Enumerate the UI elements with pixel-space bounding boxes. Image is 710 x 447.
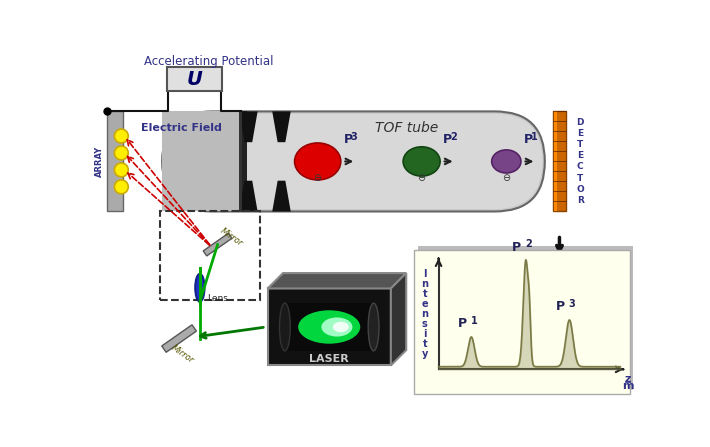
Polygon shape <box>268 273 406 288</box>
Text: m: m <box>622 381 634 391</box>
Text: P: P <box>443 133 452 146</box>
Bar <box>268 288 391 366</box>
Text: Accelerating Potential: Accelerating Potential <box>144 55 274 68</box>
Text: 2: 2 <box>450 132 457 142</box>
Polygon shape <box>162 325 197 352</box>
Text: D
E
T
E
C
T
O
R: D E T E C T O R <box>577 118 584 205</box>
Text: z: z <box>625 374 631 384</box>
Ellipse shape <box>403 147 440 176</box>
Polygon shape <box>272 111 290 142</box>
Circle shape <box>114 129 129 143</box>
Polygon shape <box>391 273 406 366</box>
Bar <box>160 211 260 300</box>
Ellipse shape <box>298 310 360 344</box>
Text: 2: 2 <box>525 239 532 249</box>
Polygon shape <box>239 181 258 211</box>
Text: I
n
t
e
n
s
i
t
y: I n t e n s i t y <box>421 269 428 359</box>
Polygon shape <box>272 181 290 211</box>
Bar <box>414 250 630 394</box>
Text: TOF tube: TOF tube <box>375 121 438 135</box>
Bar <box>285 303 373 351</box>
Text: Mirror: Mirror <box>170 343 196 365</box>
Text: P: P <box>556 300 564 313</box>
Text: P: P <box>344 133 353 146</box>
Text: 1: 1 <box>471 316 477 325</box>
Text: Lens: Lens <box>207 294 229 303</box>
Bar <box>417 246 633 390</box>
Bar <box>552 111 567 211</box>
Ellipse shape <box>195 274 204 302</box>
FancyBboxPatch shape <box>162 111 545 211</box>
Text: ARRAY: ARRAY <box>95 146 104 177</box>
Text: 1: 1 <box>531 132 537 142</box>
Polygon shape <box>239 111 258 142</box>
Text: P: P <box>512 240 521 253</box>
Bar <box>241 111 247 211</box>
Text: P: P <box>524 133 533 146</box>
Text: ⊖: ⊖ <box>417 173 426 183</box>
Bar <box>554 111 557 211</box>
Bar <box>107 111 123 211</box>
Text: ⊖: ⊖ <box>502 173 510 183</box>
Ellipse shape <box>322 317 352 337</box>
FancyBboxPatch shape <box>167 67 222 91</box>
Text: U: U <box>187 70 202 89</box>
Polygon shape <box>203 233 232 256</box>
Text: 3: 3 <box>351 132 358 142</box>
Ellipse shape <box>295 143 341 180</box>
Text: LASER: LASER <box>310 354 349 364</box>
Text: ⊖: ⊖ <box>314 173 322 183</box>
Ellipse shape <box>333 322 349 332</box>
Bar <box>162 111 241 211</box>
Circle shape <box>114 163 129 177</box>
Text: Mirror: Mirror <box>219 226 244 248</box>
Ellipse shape <box>280 303 290 351</box>
Ellipse shape <box>492 150 521 173</box>
Circle shape <box>114 180 129 194</box>
Text: 3: 3 <box>569 299 575 308</box>
Text: Electric Field: Electric Field <box>141 123 222 133</box>
Ellipse shape <box>368 303 379 351</box>
Circle shape <box>114 146 129 160</box>
Bar <box>239 111 242 211</box>
Text: P: P <box>457 317 466 330</box>
FancyBboxPatch shape <box>165 114 542 209</box>
